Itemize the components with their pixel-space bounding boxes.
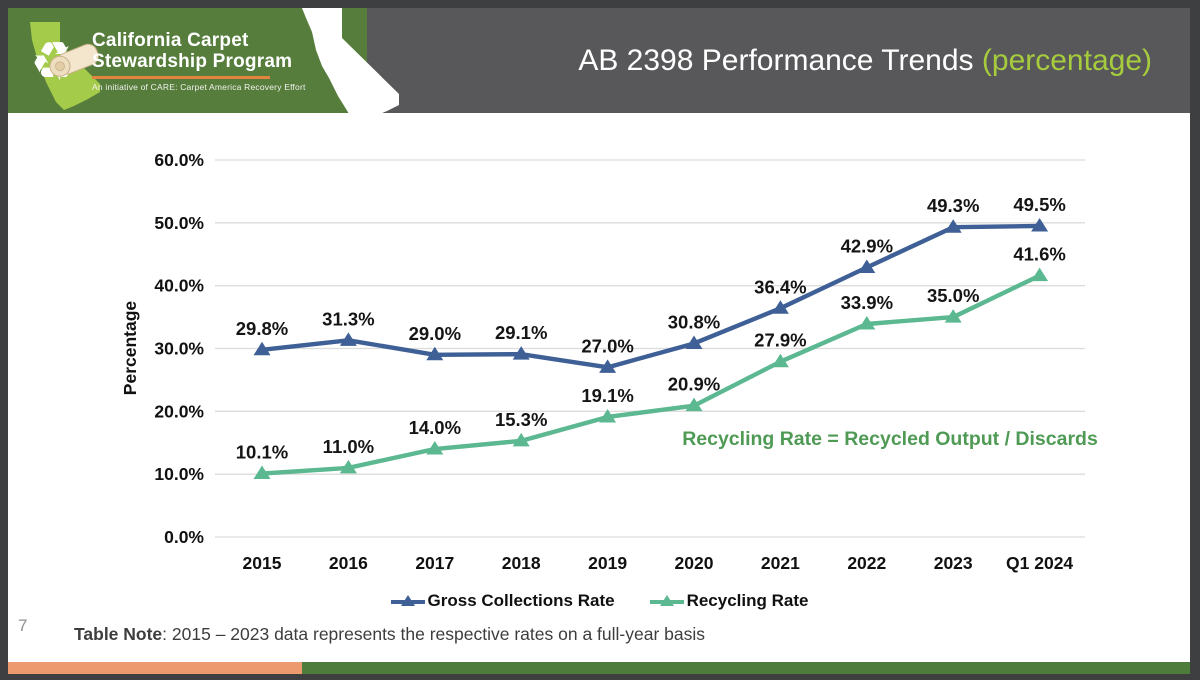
data-label: 10.1%	[236, 442, 288, 463]
y-tick-label: 10.0%	[154, 464, 204, 484]
data-point-marker	[253, 465, 271, 480]
data-point-marker	[771, 300, 789, 314]
x-tick-label: 2021	[761, 553, 800, 573]
data-label: 33.9%	[841, 292, 893, 313]
data-point-marker	[253, 341, 271, 356]
x-tick-label: 2019	[588, 553, 627, 573]
data-label: 15.3%	[495, 409, 547, 430]
series-gross-collections-rate: 29.8% 31.3% 29.0% 29.1% 27.0% 30.8% 36.4% 42.9%…	[236, 194, 1066, 373]
carpet-roll-icon	[49, 43, 99, 77]
data-label: 49.3%	[927, 195, 979, 216]
data-point-marker	[512, 432, 530, 447]
logo-title-line1: California Carpet	[92, 30, 249, 51]
data-point-marker	[1031, 267, 1049, 282]
legend-label: Recycling Rate	[686, 591, 809, 610]
data-point-marker	[858, 259, 876, 273]
chart-legend: Gross Collections Rate Recycling Rate	[8, 591, 1190, 611]
slide-title-main: AB 2398 Performance Trends	[578, 43, 982, 77]
data-label: 41.6%	[1013, 244, 1065, 265]
chart-annotation: Recycling Rate = Recycled Output / Disca…	[682, 428, 1098, 450]
x-tick-label: 2015	[243, 553, 282, 573]
data-label: 31.3%	[322, 308, 374, 329]
table-note: Table Note: 2015 – 2023 data represents …	[74, 624, 705, 645]
gridlines	[215, 159, 1085, 538]
x-tick-label: 2017	[415, 553, 454, 573]
program-logo: ♻ California Carpet Stewardship Program …	[8, 8, 367, 113]
table-note-text: : 2015 – 2023 data represents the respec…	[162, 624, 705, 644]
data-label: 42.9%	[841, 235, 893, 256]
legend-item: Gross Collections Rate	[390, 591, 615, 611]
data-point-marker	[339, 332, 357, 346]
bottom-bar-orange	[8, 662, 302, 674]
data-label: 29.0%	[409, 323, 461, 344]
slide-header: ♻ California Carpet Stewardship Program …	[8, 8, 1190, 126]
data-label: 35.0%	[927, 285, 979, 306]
series-recycling-rate: 10.1% 11.0% 14.0% 15.3% 19.1% 20.9% 27.9% 33.9%…	[236, 244, 1066, 480]
performance-trends-chart: 0.0% 10.0% 20.0% 30.0% 40.0% 50.0% 60.0% Percen…	[120, 150, 1085, 573]
data-label: 20.9%	[668, 374, 720, 395]
x-tick-label: 2016	[329, 553, 368, 573]
y-axis-title: Percentage	[120, 301, 140, 396]
logo-title-line2: Stewardship Program	[92, 51, 293, 72]
x-tick-label: 2018	[502, 553, 541, 573]
logo-state-art: ♻	[30, 22, 100, 110]
data-label: 49.5%	[1013, 194, 1065, 215]
data-point-marker	[599, 408, 617, 423]
x-axis-ticks: 2015 2016 2017 2018 2019 2020 2021 2022 2023 Q1 2…	[243, 553, 1074, 573]
data-label: 11.0%	[323, 436, 374, 457]
data-label: 14.0%	[409, 417, 461, 438]
y-tick-label: 40.0%	[154, 276, 204, 296]
data-label: 27.0%	[581, 335, 633, 356]
x-tick-label: 2022	[847, 553, 886, 573]
x-tick-label: 2023	[934, 553, 973, 573]
y-tick-label: 30.0%	[154, 339, 204, 359]
bottom-bar-green	[302, 662, 1190, 674]
data-label: 19.1%	[581, 385, 633, 406]
legend-item: Recycling Rate	[649, 591, 809, 611]
data-point-marker	[599, 359, 617, 373]
y-tick-label: 50.0%	[154, 213, 204, 233]
legend-marker-icon	[390, 595, 425, 606]
data-point-marker	[426, 441, 444, 455]
slide-title: AB 2398 Performance Trends (percentage)	[578, 8, 1152, 113]
table-note-label: Table Note	[74, 624, 163, 644]
data-label: 36.4%	[754, 276, 806, 297]
data-point-marker	[1031, 217, 1049, 232]
legend-marker-icon	[649, 595, 684, 606]
data-point-marker	[685, 335, 703, 349]
data-point-marker	[858, 315, 876, 330]
y-tick-label: 60.0%	[154, 150, 204, 170]
legend-label: Gross Collections Rate	[427, 591, 615, 610]
series-line	[259, 223, 1042, 370]
x-tick-label: Q1 2024	[1006, 553, 1073, 573]
page-number: 7	[18, 616, 28, 635]
data-label: 29.8%	[236, 318, 288, 339]
y-tick-label: 20.0%	[154, 401, 204, 421]
data-point-marker	[512, 346, 530, 360]
x-tick-label: 2020	[675, 553, 714, 573]
data-label: 27.9%	[754, 330, 806, 351]
data-label: 29.1%	[495, 322, 547, 343]
data-point-marker	[685, 397, 703, 412]
data-point-marker	[944, 309, 962, 323]
data-point-marker	[944, 219, 962, 233]
logo-tagline: An initiative of CARE: Carpet America Re…	[92, 82, 306, 92]
series-line	[259, 273, 1042, 476]
y-tick-label: 0.0%	[164, 527, 204, 547]
slide: ♻ California Carpet Stewardship Program …	[8, 8, 1190, 674]
logo-divider	[92, 76, 270, 79]
data-point-marker	[339, 459, 357, 474]
data-point-marker	[426, 346, 444, 361]
data-point-marker	[771, 353, 789, 368]
logo-text-block: California Carpet Stewardship Program An…	[92, 30, 306, 92]
slide-title-highlight: (percentage)	[981, 43, 1152, 77]
data-label: 30.8%	[668, 311, 720, 332]
y-axis-ticks: 0.0% 10.0% 20.0% 30.0% 40.0% 50.0% 60.0%	[154, 150, 204, 547]
